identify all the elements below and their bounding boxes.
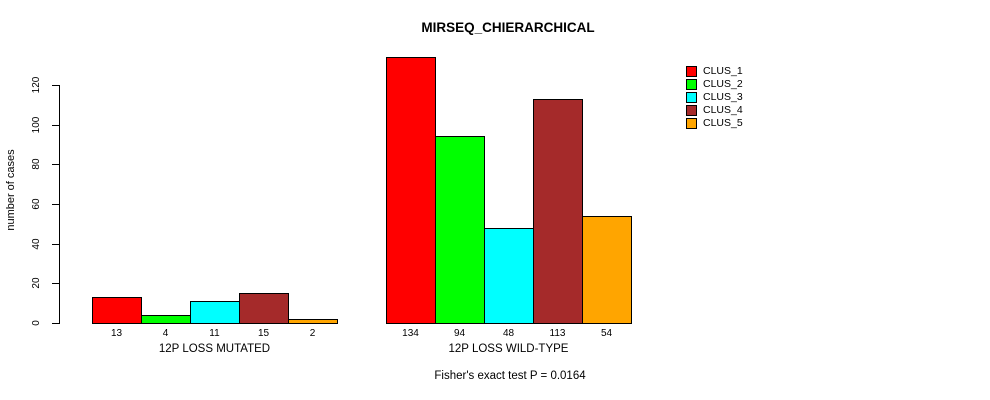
y-axis-line [59, 85, 60, 324]
legend-item: CLUS_3 [686, 91, 743, 104]
x-axis-group-label: 12P LOSS MUTATED [158, 343, 271, 355]
y-axis-tick-label: 100 [31, 116, 42, 134]
bar-clus_3-wild-type [484, 228, 534, 324]
legend-label: CLUS_1 [703, 65, 743, 77]
y-axis-tick-label: 80 [31, 158, 42, 170]
legend-label: CLUS_2 [703, 78, 743, 90]
bar-clus_4-wild-type [533, 99, 583, 324]
y-axis-tick [52, 164, 59, 165]
bar-value-label: 15 [257, 328, 270, 339]
legend-swatch-clus-1-icon [686, 66, 697, 77]
y-axis-tick-label: 60 [31, 198, 42, 210]
legend-item: CLUS_1 [686, 65, 743, 78]
legend: CLUS_1 CLUS_2 CLUS_3 CLUS_4 CLUS_5 [686, 65, 743, 130]
bar-value-label: 4 [162, 328, 169, 339]
y-axis-title: number of cases [5, 149, 17, 231]
bar-value-label: 2 [309, 328, 316, 339]
y-axis-tick [52, 204, 59, 205]
legend-swatch-clus-4-icon [686, 105, 697, 116]
bar-clus_3-mutated [190, 301, 240, 324]
bar-value-label: 113 [549, 328, 566, 339]
bar-value-label: 11 [209, 328, 220, 339]
y-axis-tick-label: 0 [31, 320, 42, 326]
annotation-fisher-test: Fisher's exact test P = 0.0164 [434, 370, 586, 382]
bar-clus_1-mutated [92, 297, 142, 324]
y-axis-tick-label: 120 [31, 76, 42, 94]
legend-item: CLUS_4 [686, 104, 743, 117]
y-axis-tick [52, 323, 59, 324]
chart-title: MIRSEQ_CHIERARCHICAL [421, 20, 595, 35]
bar-value-label: 48 [502, 328, 515, 339]
y-axis-tick-label: 20 [31, 277, 42, 289]
legend-swatch-clus-3-icon [686, 92, 697, 103]
legend-swatch-clus-5-icon [686, 118, 697, 129]
x-axis-group-label: 12P LOSS WILD-TYPE [448, 343, 569, 355]
bar-clus_5-wild-type [582, 216, 632, 324]
y-axis-tick [52, 244, 59, 245]
bar-clus_2-wild-type [435, 136, 485, 324]
legend-label: CLUS_4 [703, 104, 743, 116]
bar-clus_5-mutated [288, 319, 338, 324]
bar-clus_4-mutated [239, 293, 289, 324]
bar-value-label: 54 [600, 328, 613, 339]
bar-clus_2-mutated [141, 315, 191, 324]
y-axis-tick [52, 283, 59, 284]
bar-clus_1-wild-type [386, 57, 436, 324]
bar-value-label: 13 [110, 328, 123, 339]
y-axis-tick [52, 85, 59, 86]
legend-label: CLUS_5 [703, 117, 743, 129]
legend-item: CLUS_5 [686, 117, 743, 130]
y-axis-tick [52, 125, 59, 126]
legend-label: CLUS_3 [703, 91, 743, 103]
bar-value-label: 134 [402, 328, 419, 339]
y-axis-tick-label: 40 [31, 238, 42, 250]
legend-swatch-clus-2-icon [686, 79, 697, 90]
bar-value-label: 94 [453, 328, 466, 339]
legend-item: CLUS_2 [686, 78, 743, 91]
